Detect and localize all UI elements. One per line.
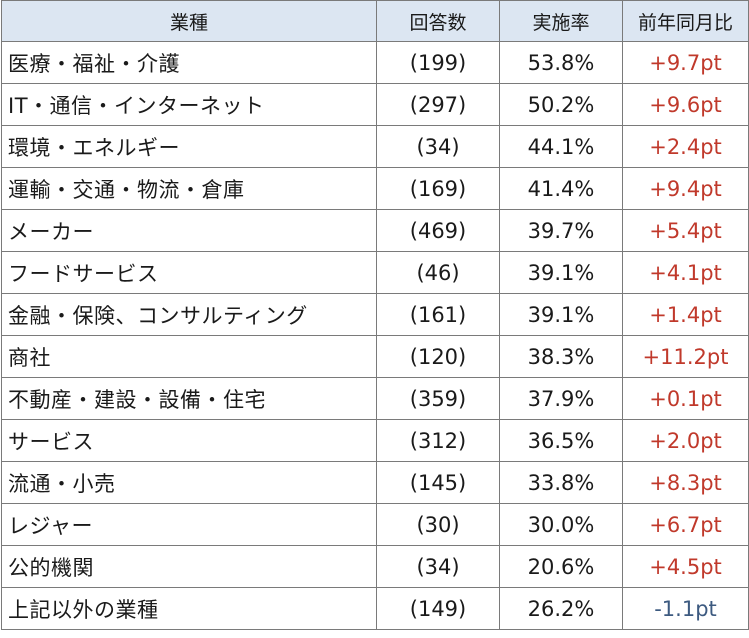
- table-row: IT・通信・インターネット (297) 50.2% +9.6pt: [1, 83, 749, 126]
- yoy-cell: +4.1pt: [622, 251, 749, 294]
- table-body: 医療・福祉・介護 (199) 53.8% +9.7pt IT・通信・インターネット (2…: [1, 41, 749, 630]
- table-row: 運輸・交通・物流・倉庫 (169) 41.4% +9.4pt: [1, 167, 749, 210]
- count-cell: (34): [376, 545, 500, 588]
- rate-cell: 26.2%: [499, 587, 623, 630]
- header-rate: 実施率: [499, 0, 623, 42]
- rate-cell: 30.0%: [499, 503, 623, 546]
- table-row: 商社 (120) 38.3% +11.2pt: [1, 335, 749, 378]
- rate-cell: 39.1%: [499, 293, 623, 336]
- yoy-cell: +2.0pt: [622, 419, 749, 462]
- count-cell: (359): [376, 377, 500, 420]
- count-cell: (199): [376, 41, 500, 84]
- count-cell: (169): [376, 167, 500, 210]
- header-yoy: 前年同月比: [622, 0, 749, 42]
- rate-cell: 33.8%: [499, 461, 623, 504]
- header-row: 業種 回答数 実施率 前年同月比: [1, 0, 749, 42]
- yoy-cell: +2.4pt: [622, 125, 749, 168]
- yoy-cell: +9.4pt: [622, 167, 749, 210]
- table-row: 公的機関 (34) 20.6% +4.5pt: [1, 545, 749, 588]
- rate-cell: 50.2%: [499, 83, 623, 126]
- industry-cell: 運輸・交通・物流・倉庫: [1, 167, 377, 210]
- rate-cell: 20.6%: [499, 545, 623, 588]
- yoy-cell: +11.2pt: [622, 335, 749, 378]
- rate-cell: 44.1%: [499, 125, 623, 168]
- count-cell: (30): [376, 503, 500, 546]
- industry-cell: メーカー: [1, 209, 377, 252]
- industry-cell: 商社: [1, 335, 377, 378]
- count-cell: (34): [376, 125, 500, 168]
- count-cell: (149): [376, 587, 500, 630]
- industry-cell: 不動産・建設・設備・住宅: [1, 377, 377, 420]
- industry-cell: IT・通信・インターネット: [1, 83, 377, 126]
- count-cell: (145): [376, 461, 500, 504]
- table-row: 上記以外の業種 (149) 26.2% -1.1pt: [1, 587, 749, 630]
- rate-cell: 38.3%: [499, 335, 623, 378]
- rate-cell: 39.1%: [499, 251, 623, 294]
- industry-cell: 環境・エネルギー: [1, 125, 377, 168]
- table-row: フードサービス (46) 39.1% +4.1pt: [1, 251, 749, 294]
- industry-cell: 上記以外の業種: [1, 587, 377, 630]
- industry-cell: 流通・小売: [1, 461, 377, 504]
- rate-cell: 36.5%: [499, 419, 623, 462]
- yoy-cell: +5.4pt: [622, 209, 749, 252]
- yoy-cell: +9.6pt: [622, 83, 749, 126]
- industry-cell: フードサービス: [1, 251, 377, 294]
- count-cell: (297): [376, 83, 500, 126]
- yoy-cell: +9.7pt: [622, 41, 749, 84]
- industry-cell: レジャー: [1, 503, 377, 546]
- count-cell: (120): [376, 335, 500, 378]
- yoy-cell: -1.1pt: [622, 587, 749, 630]
- industry-cell: 公的機関: [1, 545, 377, 588]
- table-row: 医療・福祉・介護 (199) 53.8% +9.7pt: [1, 41, 749, 84]
- industry-cell: サービス: [1, 419, 377, 462]
- table-row: サービス (312) 36.5% +2.0pt: [1, 419, 749, 462]
- yoy-cell: +1.4pt: [622, 293, 749, 336]
- count-cell: (161): [376, 293, 500, 336]
- table-row: 流通・小売 (145) 33.8% +8.3pt: [1, 461, 749, 504]
- count-cell: (312): [376, 419, 500, 462]
- table-row: レジャー (30) 30.0% +6.7pt: [1, 503, 749, 546]
- count-cell: (469): [376, 209, 500, 252]
- table-row: 環境・エネルギー (34) 44.1% +2.4pt: [1, 125, 749, 168]
- rate-cell: 37.9%: [499, 377, 623, 420]
- table-row: 不動産・建設・設備・住宅 (359) 37.9% +0.1pt: [1, 377, 749, 420]
- header-industry: 業種: [1, 0, 377, 42]
- yoy-cell: +8.3pt: [622, 461, 749, 504]
- table-row: 金融・保険、コンサルティング (161) 39.1% +1.4pt: [1, 293, 749, 336]
- rate-cell: 39.7%: [499, 209, 623, 252]
- table-row: メーカー (469) 39.7% +5.4pt: [1, 209, 749, 252]
- header-count: 回答数: [376, 0, 500, 42]
- yoy-cell: +6.7pt: [622, 503, 749, 546]
- rate-cell: 41.4%: [499, 167, 623, 210]
- industry-cell: 医療・福祉・介護: [1, 41, 377, 84]
- yoy-cell: +4.5pt: [622, 545, 749, 588]
- industry-cell: 金融・保険、コンサルティング: [1, 293, 377, 336]
- count-cell: (46): [376, 251, 500, 294]
- rate-cell: 53.8%: [499, 41, 623, 84]
- yoy-cell: +0.1pt: [622, 377, 749, 420]
